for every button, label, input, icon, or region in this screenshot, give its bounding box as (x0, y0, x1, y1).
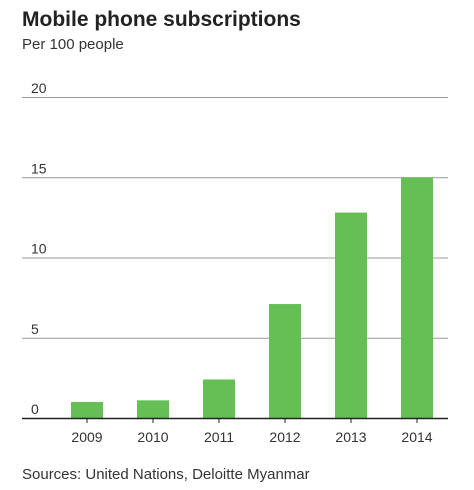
x-tick-label-2014: 2014 (401, 429, 432, 445)
x-tick-label-2010: 2010 (137, 429, 168, 445)
gridlines (22, 97, 448, 339)
source-note: Sources: United Nations, Deloitte Myanma… (22, 466, 310, 483)
bar-2012 (269, 304, 301, 418)
axis: 0 5 10 15 20 2009 2010 2011 2012 2013 2014 (22, 80, 448, 445)
bar-2010 (137, 400, 169, 418)
bar-2009 (71, 401, 103, 418)
bar-2011 (203, 379, 235, 418)
chart-title: Mobile phone subscriptions (22, 8, 301, 31)
bar-2013 (335, 212, 367, 418)
bar-2014 (401, 177, 433, 418)
x-tick-label-2013: 2013 (335, 429, 366, 445)
x-tick-label-2012: 2012 (269, 429, 300, 445)
y-tick-label-5: 5 (31, 321, 39, 337)
y-tick-label-15: 15 (31, 160, 47, 176)
y-tick-label-0: 0 (31, 401, 39, 417)
x-tick-label-2009: 2009 (71, 429, 102, 445)
x-tick-label-2011: 2011 (204, 429, 234, 445)
chart-subtitle: Per 100 people (22, 36, 124, 53)
y-tick-label-20: 20 (31, 80, 47, 96)
bars (71, 177, 433, 418)
y-tick-label-10: 10 (31, 241, 47, 257)
